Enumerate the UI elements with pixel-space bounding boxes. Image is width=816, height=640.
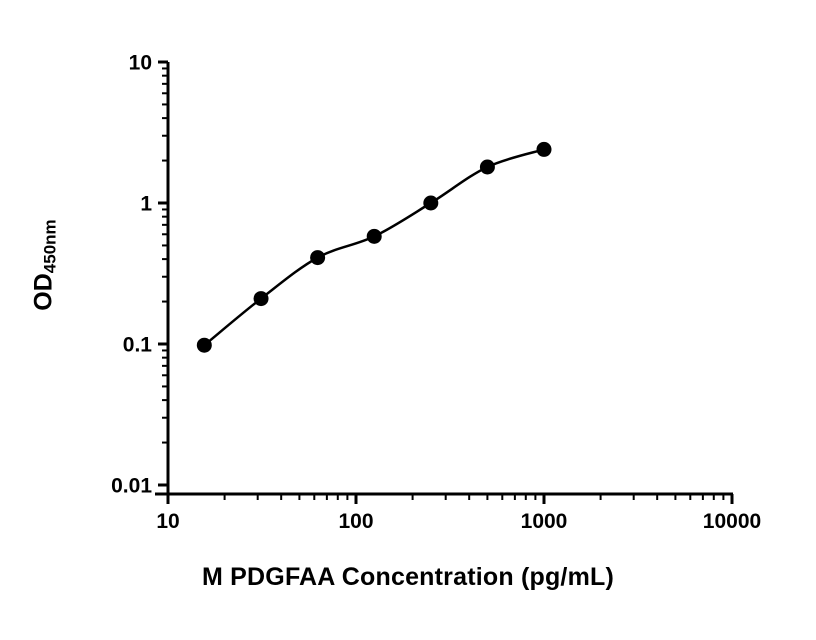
y-axis-title-subscript: 450nm bbox=[40, 219, 60, 274]
data-point-marker bbox=[479, 159, 495, 175]
data-point-marker bbox=[310, 250, 326, 266]
data-point-marker bbox=[366, 228, 382, 244]
y-tick-label: 1 bbox=[140, 193, 152, 216]
x-tick-label: 10 bbox=[156, 510, 179, 533]
x-tick-label: 10000 bbox=[703, 510, 761, 533]
x-tick-label: 100 bbox=[338, 510, 373, 533]
y-tick-label: 0.01 bbox=[111, 475, 152, 498]
standard-curve-line bbox=[203, 148, 545, 347]
x-axis-title: M PDGFAA Concentration (pg/mL) bbox=[202, 563, 614, 591]
y-tick-label: 10 bbox=[129, 52, 152, 75]
data-point-marker bbox=[423, 195, 439, 211]
y-axis-title-main: OD bbox=[29, 273, 58, 311]
x-tick-label: 1000 bbox=[521, 510, 568, 533]
data-point-marker bbox=[253, 291, 269, 307]
y-axis-title: OD450nm bbox=[29, 219, 60, 311]
y-tick-label: 0.1 bbox=[123, 334, 153, 357]
data-point-marker bbox=[536, 141, 552, 157]
data-point-marker bbox=[196, 337, 212, 353]
